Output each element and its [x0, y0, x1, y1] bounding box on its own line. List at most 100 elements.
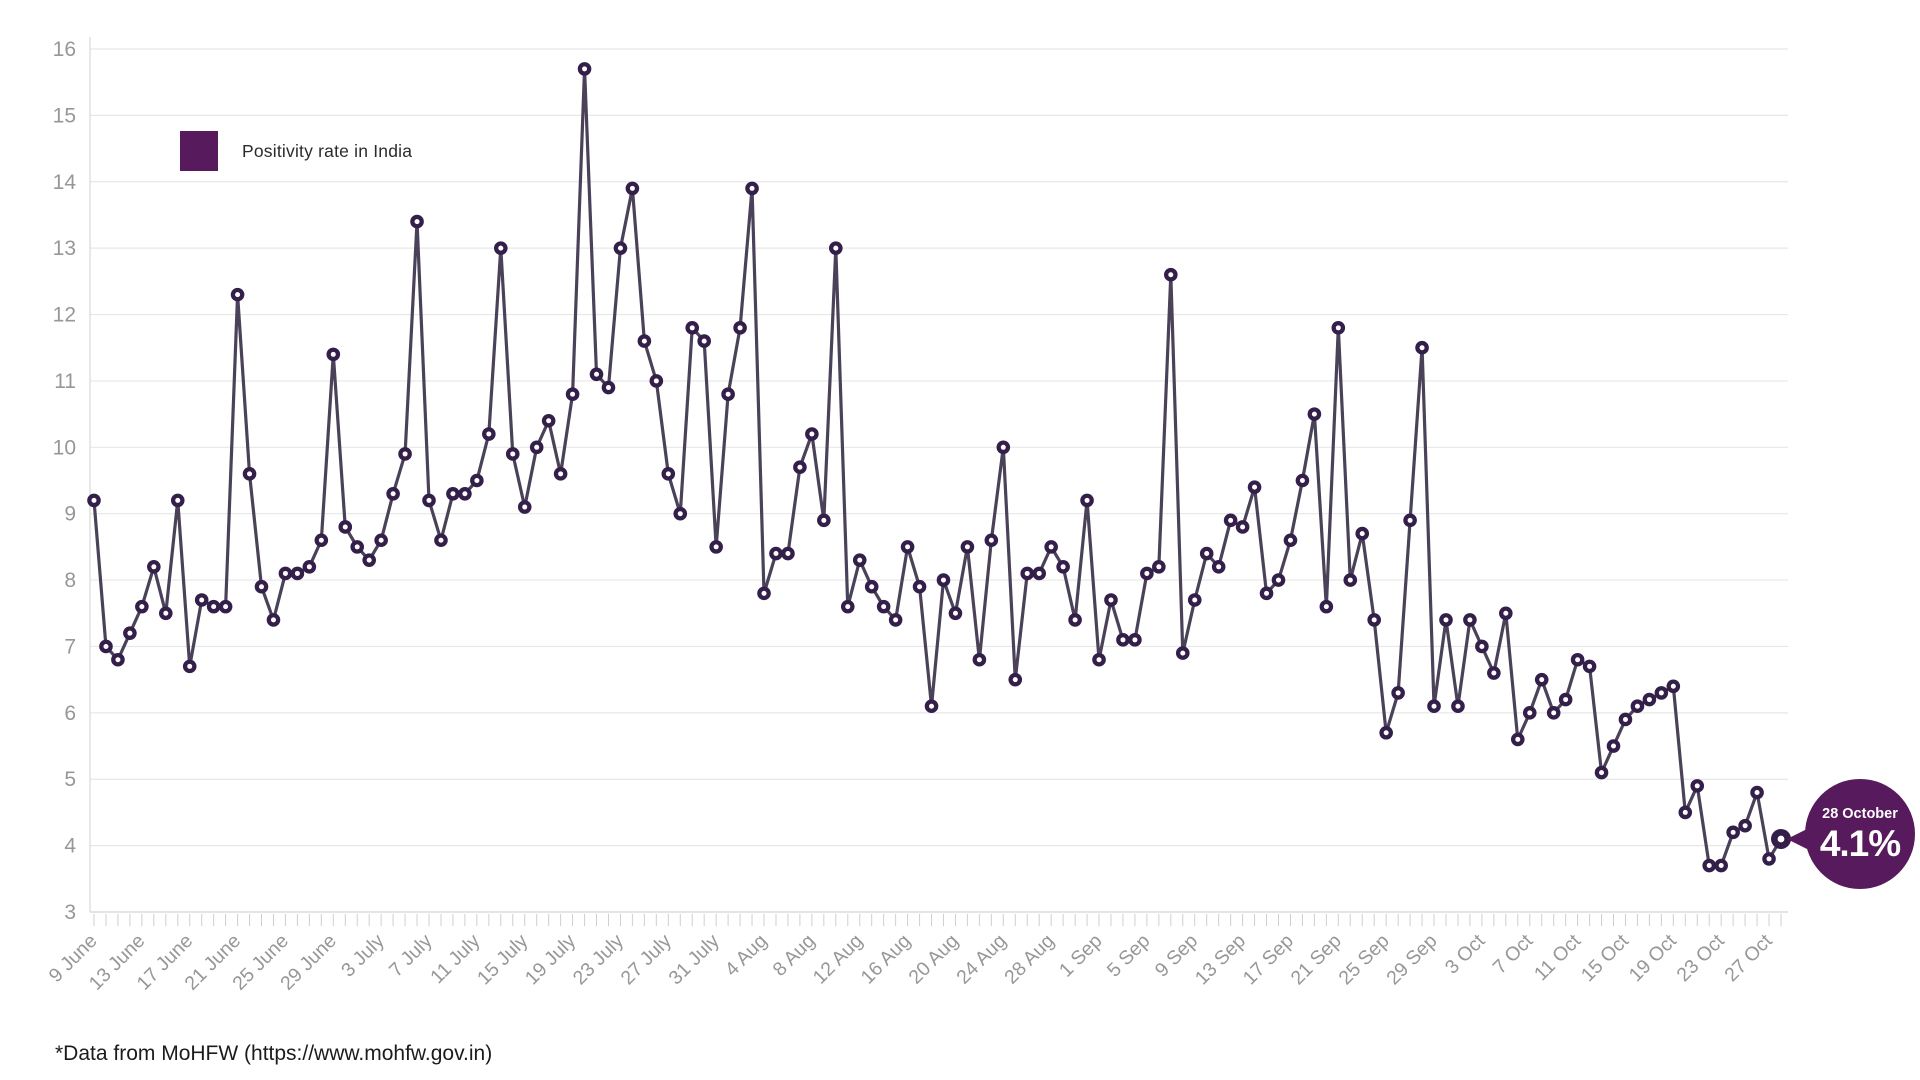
- data-point: [1678, 805, 1693, 820]
- data-point: [553, 467, 568, 481]
- data-point: [589, 367, 604, 382]
- y-axis-tick-label: 10: [53, 436, 76, 459]
- data-point: [1582, 659, 1597, 674]
- data-point: [1223, 513, 1238, 528]
- data-point: [1750, 785, 1764, 800]
- data-point: [230, 287, 245, 302]
- data-point: [1415, 340, 1429, 355]
- data-point: [1391, 686, 1405, 700]
- data-point: [733, 321, 747, 335]
- data-point: [852, 553, 867, 567]
- y-axis-tick-label: 12: [53, 304, 76, 327]
- data-point: [1235, 520, 1250, 534]
- legend-label: Positivity rate in India: [242, 140, 413, 161]
- data-point: [505, 447, 520, 461]
- data-point: [386, 486, 400, 501]
- data-point: [829, 241, 843, 255]
- y-axis-tick-label: 6: [64, 702, 76, 725]
- data-point: [649, 374, 664, 388]
- x-axis-tick-label: 11 Oct: [1530, 930, 1586, 986]
- data-point: [1104, 593, 1118, 607]
- data-point: [1594, 765, 1609, 780]
- callout-date: 28 October: [1822, 805, 1898, 822]
- data-point: [1247, 480, 1262, 494]
- data-point: [1642, 692, 1657, 707]
- data-point: [1499, 606, 1513, 621]
- data-point: [1271, 573, 1286, 587]
- data-point: [661, 467, 676, 481]
- x-axis-tick-label: 5 Sep: [1103, 930, 1155, 982]
- x-axis-tick-label: 23 July: [569, 930, 628, 989]
- data-point: [1546, 706, 1561, 720]
- data-point: [302, 560, 317, 574]
- x-axis-tick-label: 27 Oct: [1720, 930, 1777, 987]
- data-point: [1522, 706, 1537, 720]
- data-point: [1020, 566, 1035, 581]
- data-point: [948, 606, 963, 621]
- data-point: [721, 387, 735, 402]
- x-axis-tick-label: 13 Sep: [1191, 930, 1250, 989]
- x-axis-tick-label: 31 July: [664, 930, 723, 989]
- data-point: [1439, 613, 1453, 627]
- data-point-last: [1771, 828, 1791, 849]
- y-axis-tick-label: 5: [64, 768, 76, 791]
- data-point: [697, 334, 711, 348]
- data-point: [1510, 732, 1525, 747]
- data-point: [1331, 321, 1346, 335]
- data-point: [1295, 473, 1310, 488]
- data-point: [350, 540, 365, 554]
- data-point: [362, 553, 376, 567]
- data-point: [1187, 593, 1202, 607]
- data-point: [1427, 699, 1441, 714]
- data-point: [254, 579, 269, 594]
- data-point: [1726, 825, 1740, 840]
- data-point: [170, 493, 185, 508]
- data-point: [1690, 779, 1705, 793]
- x-axis-tick-label: 11 July: [426, 930, 484, 988]
- x-axis-tick-label: 16 Aug: [857, 930, 916, 989]
- y-axis-tick-label: 8: [64, 569, 76, 592]
- data-point: [1068, 613, 1082, 627]
- data-point: [1367, 613, 1382, 627]
- data-point: [135, 599, 149, 614]
- x-axis-tick-label: 24 Aug: [952, 930, 1011, 989]
- data-point: [182, 659, 197, 674]
- y-axis-tick-label: 3: [64, 901, 76, 924]
- data-point: [1666, 679, 1681, 694]
- data-point: [1654, 686, 1669, 700]
- x-axis-tick-label: 23 Oct: [1673, 930, 1730, 987]
- data-point: [1487, 666, 1501, 680]
- x-axis-tick-label: 3 Oct: [1441, 930, 1490, 979]
- data-point: [147, 560, 161, 574]
- data-point: [87, 493, 101, 508]
- callout-arrow-icon: [1787, 829, 1807, 849]
- x-axis-tick-label: 19 July: [521, 930, 580, 989]
- data-point: [900, 540, 915, 554]
- data-point: [266, 613, 281, 627]
- data-point: [984, 533, 999, 548]
- data-point: [1630, 699, 1645, 714]
- data-point: [840, 599, 855, 614]
- data-point: [1032, 566, 1046, 581]
- data-point: [1199, 546, 1214, 561]
- y-axis-tick-label: 16: [53, 38, 76, 61]
- data-point: [1762, 852, 1776, 866]
- data-point: [972, 652, 987, 667]
- data-point: [1451, 699, 1465, 714]
- y-axis-tick-label: 11: [54, 370, 76, 393]
- data-point: [793, 460, 807, 475]
- data-point: [1092, 652, 1106, 667]
- data-point: [1558, 692, 1573, 707]
- data-point: [422, 493, 436, 508]
- data-point: [529, 440, 544, 455]
- data-point: [1164, 267, 1178, 282]
- x-axis-tick-label: 20 Aug: [904, 930, 963, 989]
- legend-swatch: [180, 131, 218, 171]
- data-point: [888, 613, 903, 627]
- data-point: [1463, 613, 1477, 627]
- y-axis-tick-label: 9: [64, 503, 76, 526]
- data-point: [757, 586, 771, 601]
- data-point: [1128, 633, 1142, 647]
- callout-value: 4.1%: [1819, 822, 1901, 864]
